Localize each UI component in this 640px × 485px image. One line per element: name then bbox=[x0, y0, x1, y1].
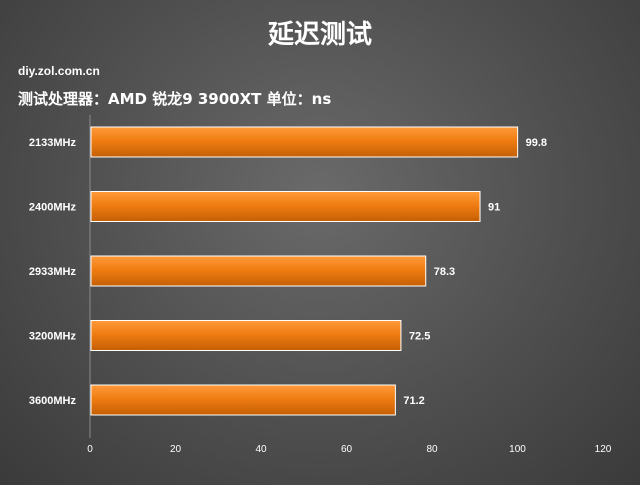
x-tick-label: 0 bbox=[87, 444, 93, 455]
chart-title: 延迟测试 bbox=[267, 20, 372, 50]
data-label: 72.5 bbox=[409, 331, 430, 343]
bar bbox=[90, 320, 402, 351]
data-label: 71.2 bbox=[403, 395, 424, 407]
x-tick-label: 60 bbox=[341, 444, 353, 455]
chart-subtitle: 测试处理器：AMD 锐龙9 3900XT 单位：ns bbox=[18, 90, 332, 108]
data-label: 99.8 bbox=[526, 137, 547, 149]
bar bbox=[90, 384, 396, 416]
category-label: 3200MHz bbox=[29, 331, 77, 343]
category-label: 2933MHz bbox=[29, 266, 77, 278]
category-label: 3600MHz bbox=[29, 395, 77, 407]
category-label: 2133MHz bbox=[29, 137, 77, 149]
bar bbox=[90, 126, 519, 158]
data-label: 91 bbox=[488, 202, 500, 214]
category-label: 2400MHz bbox=[29, 202, 77, 214]
x-tick-label: 80 bbox=[426, 444, 438, 455]
x-tick-label: 120 bbox=[595, 444, 612, 455]
x-tick-label: 40 bbox=[255, 444, 267, 455]
x-tick-label: 20 bbox=[170, 444, 182, 455]
x-tick-label: 100 bbox=[509, 444, 526, 455]
watermark: diy.zol.com.cn bbox=[18, 64, 100, 78]
data-label: 78.3 bbox=[434, 266, 455, 278]
bar bbox=[90, 255, 427, 287]
bar bbox=[90, 191, 481, 222]
